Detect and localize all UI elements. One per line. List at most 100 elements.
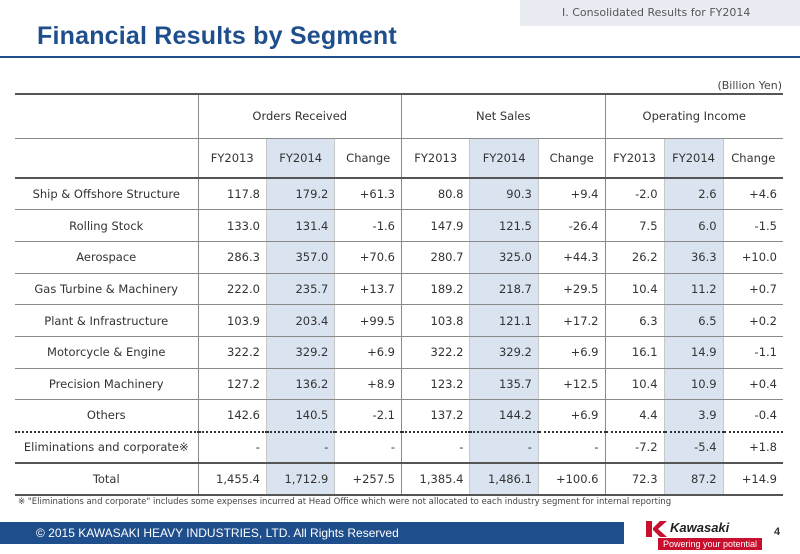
cell-orders-change: - xyxy=(334,430,402,464)
cell-income-fy2013: 7.5 xyxy=(604,209,665,242)
cell-income-change: +0.2 xyxy=(722,304,783,337)
cell-sales-fy2014: - xyxy=(469,430,539,464)
group-header-orders: Orders Received xyxy=(197,93,402,139)
cell-sales-fy2013: 137.2 xyxy=(400,399,470,432)
cell-orders-fy2014: - xyxy=(265,430,335,464)
table-row: Precision Machinery 127.2 136.2 +8.9 123.2 13… xyxy=(15,367,783,401)
cell-orders-change: -1.6 xyxy=(334,209,402,242)
cell-orders-fy2014: 329.2 xyxy=(265,335,335,369)
cell-sales-fy2014: 121.1 xyxy=(469,304,539,337)
col-header-change: Change xyxy=(537,137,605,179)
cell-sales-change: +12.5 xyxy=(537,367,605,401)
segment-results-table: Orders Received Net Sales Operating Inco… xyxy=(15,93,783,496)
subcolumn-header-row: FY2013 FY2014 Change FY2013 FY2014 Chang… xyxy=(15,137,783,179)
logo-mark-icon xyxy=(646,521,667,537)
cell-sales-fy2013: 103.8 xyxy=(400,304,470,337)
cell-sales-fy2014: 90.3 xyxy=(469,177,539,211)
logo-tagline: Powering your potential xyxy=(658,538,763,550)
col-header-fy2013: FY2013 xyxy=(604,137,665,179)
cell-income-change: +4.6 xyxy=(722,177,783,211)
col-header-fy2013: FY2013 xyxy=(197,137,267,179)
segment-name-cell: Motorcycle & Engine xyxy=(15,335,198,369)
col-header-change: Change xyxy=(334,137,402,179)
cell-orders-change: -2.1 xyxy=(334,399,402,432)
cell-income-fy2013: 16.1 xyxy=(604,335,665,369)
cell-income-fy2014: 87.2 xyxy=(663,462,724,496)
cell-orders-change: +6.9 xyxy=(334,335,402,369)
cell-sales-change: +29.5 xyxy=(537,272,605,306)
cell-income-fy2014: 2.6 xyxy=(663,177,724,211)
title-divider xyxy=(0,56,800,58)
table-row: Others 142.6 140.5 -2.1 137.2 144.2 +6.9 4.4 3.9… xyxy=(15,399,783,432)
company-logo: Kawasaki Powering your potential xyxy=(646,520,766,550)
cell-sales-change: +44.3 xyxy=(537,240,605,274)
cell-income-change: -1.1 xyxy=(722,335,783,369)
cell-income-fy2013: 6.3 xyxy=(604,304,665,337)
cell-orders-fy2013: 133.0 xyxy=(197,209,267,242)
group-header-operating-income: Operating Income xyxy=(604,93,783,139)
segment-name-cell: Plant & Infrastructure xyxy=(15,304,198,337)
col-header-fy2014: FY2014 xyxy=(663,137,724,179)
cell-sales-fy2014: 135.7 xyxy=(469,367,539,401)
segment-name-cell: Precision Machinery xyxy=(15,367,198,401)
page-title: Financial Results by Segment xyxy=(37,22,397,50)
logo-wordmark: Kawasaki xyxy=(670,520,730,535)
cell-orders-change: +13.7 xyxy=(334,272,402,306)
eliminations-row: Eliminations and corporate※ - - - - - - -7.2 -5.… xyxy=(15,430,783,464)
table-row: Rolling Stock 133.0 131.4 -1.6 147.9 121.5 -26… xyxy=(15,209,783,242)
table-row: Plant & Infrastructure 103.9 203.4 +99.5 103… xyxy=(15,304,783,337)
page-number: 4 xyxy=(774,526,781,538)
cell-income-fy2013: 10.4 xyxy=(604,272,665,306)
cell-income-fy2014: 3.9 xyxy=(663,399,724,432)
group-header-row: Orders Received Net Sales Operating Inco… xyxy=(15,93,783,139)
cell-sales-change: +6.9 xyxy=(537,335,605,369)
cell-income-fy2014: 36.3 xyxy=(663,240,724,274)
cell-orders-fy2013: 286.3 xyxy=(197,240,267,274)
cell-sales-fy2013: 80.8 xyxy=(400,177,470,211)
segment-name-cell: Rolling Stock xyxy=(15,209,198,242)
group-header-net-sales: Net Sales xyxy=(401,93,605,139)
segment-name-cell: Total xyxy=(15,462,198,496)
cell-sales-fy2013: 189.2 xyxy=(400,272,470,306)
col-header-fy2014: FY2014 xyxy=(265,137,335,179)
cell-income-fy2013: 4.4 xyxy=(604,399,665,432)
segment-name-cell: Aerospace xyxy=(15,240,198,274)
footer-copyright: © 2015 KAWASAKI HEAVY INDUSTRIES, LTD. A… xyxy=(0,522,624,544)
cell-income-fy2013: 72.3 xyxy=(604,462,665,496)
cell-orders-fy2013: 142.6 xyxy=(197,399,267,432)
cell-income-change: -1.5 xyxy=(722,209,783,242)
corner-cell-sub xyxy=(15,137,198,179)
cell-income-fy2014: 11.2 xyxy=(663,272,724,306)
cell-sales-change: +100.6 xyxy=(537,462,605,496)
cell-orders-fy2014: 131.4 xyxy=(265,209,335,242)
corner-cell xyxy=(15,93,198,139)
cell-orders-fy2014: 136.2 xyxy=(265,367,335,401)
cell-orders-fy2013: 117.8 xyxy=(197,177,267,211)
cell-orders-fy2014: 235.7 xyxy=(265,272,335,306)
cell-income-fy2013: -7.2 xyxy=(604,430,665,464)
cell-income-fy2013: 26.2 xyxy=(604,240,665,274)
cell-orders-fy2013: 1,455.4 xyxy=(197,462,267,496)
cell-income-fy2014: 6.5 xyxy=(663,304,724,337)
unit-note: (Billion Yen) xyxy=(717,79,782,92)
cell-sales-fy2013: 123.2 xyxy=(400,367,470,401)
cell-income-fy2013: -2.0 xyxy=(604,177,665,211)
segment-name-cell: Others xyxy=(15,399,198,432)
cell-sales-change: +9.4 xyxy=(537,177,605,211)
segment-name-cell: Ship & Offshore Structure xyxy=(15,177,198,211)
cell-sales-fy2013: 280.7 xyxy=(400,240,470,274)
segment-name-cell: Eliminations and corporate※ xyxy=(15,430,198,464)
table-row: Gas Turbine & Machinery 222.0 235.7 +13.7 18… xyxy=(15,272,783,306)
cell-sales-fy2013: 147.9 xyxy=(400,209,470,242)
cell-orders-fy2013: - xyxy=(197,430,267,464)
section-tag: I. Consolidated Results for FY2014 xyxy=(520,0,800,26)
cell-sales-fy2013: - xyxy=(400,430,470,464)
table-row: Aerospace 286.3 357.0 +70.6 280.7 325.0 +44.3 2… xyxy=(15,240,783,274)
cell-income-change: +14.9 xyxy=(722,462,783,496)
cell-sales-fy2014: 329.2 xyxy=(469,335,539,369)
cell-income-change: -0.4 xyxy=(722,399,783,432)
cell-orders-change: +8.9 xyxy=(334,367,402,401)
cell-orders-fy2014: 179.2 xyxy=(265,177,335,211)
cell-orders-fy2013: 322.2 xyxy=(197,335,267,369)
col-header-fy2013: FY2013 xyxy=(400,137,470,179)
